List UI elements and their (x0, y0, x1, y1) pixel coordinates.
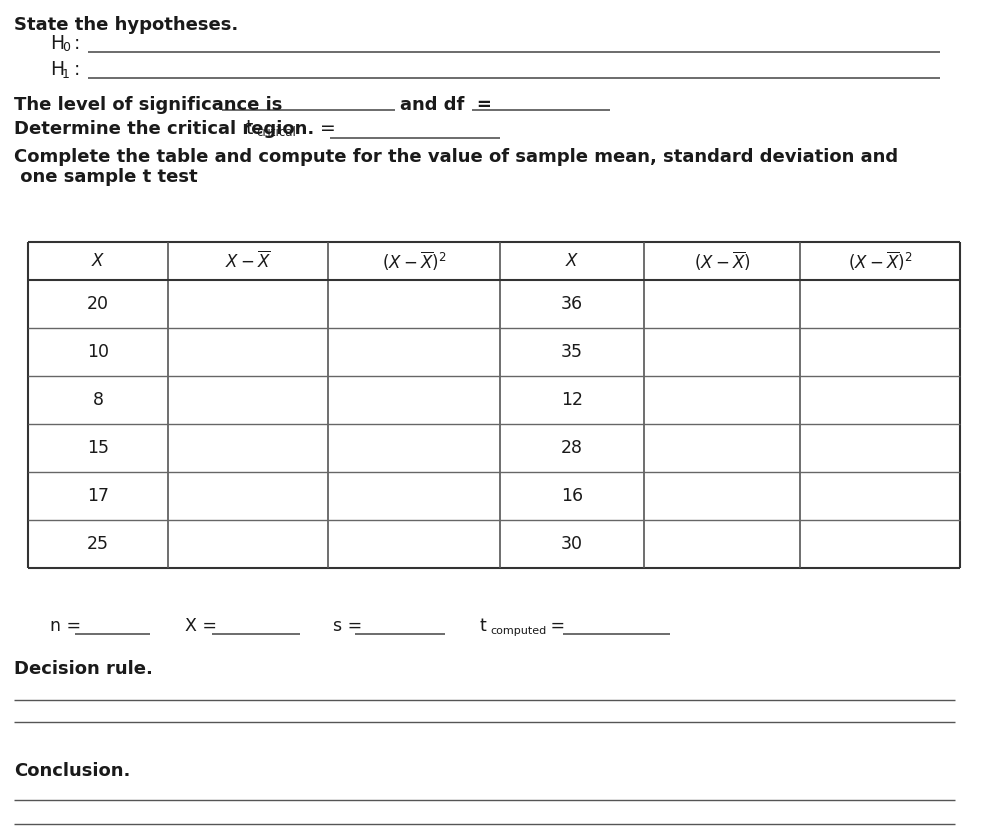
Text: critical: critical (256, 127, 296, 139)
Text: The level of significance is: The level of significance is (14, 96, 283, 114)
Text: Decision rule.: Decision rule. (14, 660, 153, 678)
Text: 28: 28 (561, 439, 583, 457)
Text: computed: computed (490, 626, 546, 636)
Text: $(X - \overline{X})$: $(X - \overline{X})$ (693, 250, 750, 272)
Text: $X$: $X$ (564, 252, 579, 270)
Text: 8: 8 (93, 391, 104, 409)
Text: s =: s = (333, 617, 363, 635)
Text: :: : (68, 34, 80, 54)
Text: Complete the table and compute for the value of sample mean, standard deviation : Complete the table and compute for the v… (14, 148, 898, 166)
Text: $X - \overline{X}$: $X - \overline{X}$ (225, 251, 271, 272)
Text: 16: 16 (560, 487, 583, 505)
Text: one sample t test: one sample t test (14, 168, 198, 186)
Text: 35: 35 (561, 343, 583, 361)
Text: 36: 36 (560, 295, 583, 313)
Text: H: H (50, 34, 64, 54)
Text: 0: 0 (62, 42, 70, 54)
Text: and df  =: and df = (400, 96, 492, 114)
Text: X =: X = (185, 617, 217, 635)
Text: t: t (480, 617, 487, 635)
Text: =: = (545, 617, 565, 635)
Text: 10: 10 (87, 343, 109, 361)
Text: Conclusion.: Conclusion. (14, 762, 131, 780)
Text: 20: 20 (87, 295, 109, 313)
Text: n =: n = (50, 617, 81, 635)
Text: $(X - \overline{X})^2$: $(X - \overline{X})^2$ (382, 250, 447, 272)
Text: $(X - \overline{X})^2$: $(X - \overline{X})^2$ (848, 250, 912, 272)
Text: 1: 1 (62, 68, 70, 80)
Text: :: : (68, 60, 80, 80)
Text: 12: 12 (561, 391, 583, 409)
Text: $X$: $X$ (91, 252, 105, 270)
Text: H: H (50, 60, 64, 80)
Text: t: t (246, 118, 254, 137)
Text: 17: 17 (87, 487, 109, 505)
Text: Determine the critical region.: Determine the critical region. (14, 120, 315, 138)
Text: =: = (308, 118, 336, 137)
Text: 30: 30 (561, 535, 583, 553)
Text: State the hypotheses.: State the hypotheses. (14, 16, 238, 34)
Text: 15: 15 (87, 439, 109, 457)
Text: 25: 25 (87, 535, 109, 553)
